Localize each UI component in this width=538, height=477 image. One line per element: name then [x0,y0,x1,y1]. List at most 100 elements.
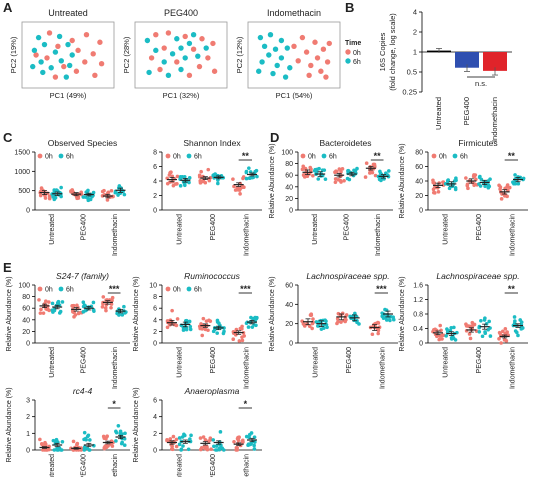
data-point [311,317,315,321]
data-point [499,341,503,345]
y-axis-label: Relative Abundance (%) [399,143,406,218]
y-tick-label: 100 [281,150,293,157]
data-point [41,448,45,452]
pca-x-label: PC1 (32%) [163,91,200,100]
data-point [376,320,380,325]
pca-point [308,62,314,69]
y-tick-label: 3 [26,398,30,405]
y-tick-label: 10 [149,283,157,290]
data-point [222,326,226,330]
data-point [323,177,328,181]
pca-point [312,39,318,45]
pca-point [90,51,96,57]
data-point [58,309,63,314]
data-point [238,192,242,196]
data-point [301,164,306,169]
pca-x-label: PC1 (49%) [50,91,87,100]
pca-frame [134,21,228,89]
y-tick-label: 20 [285,321,293,328]
data-point [443,181,448,186]
x-tick-label: Untreated [443,347,450,378]
data-point [368,171,372,175]
data-point [437,337,441,342]
pca-point [278,37,285,44]
y-tick-label: 0.25 [402,88,417,97]
data-point [483,331,488,336]
pca-point [314,55,321,61]
data-point [311,173,315,178]
data-point [170,308,174,313]
mini-legend-dot-6h [452,153,458,159]
data-point [188,324,193,329]
pca-point [284,45,290,51]
data-point [188,327,193,332]
mini-legend-label-0h: 0h [173,154,181,161]
data-point [103,306,108,310]
data-point [199,446,204,450]
sig-label: ** [508,284,516,294]
data-point [60,300,65,304]
x-tick-label: PEG400 [476,347,483,374]
pca-point [323,74,329,80]
x-tick-label: Indomethacin [112,347,119,389]
data-point [436,190,441,194]
x-tick-label: Indomethacin [243,347,250,389]
data-point [253,315,257,320]
y-tick-label: 100 [18,283,30,290]
data-point [100,189,105,194]
data-point [82,430,87,435]
data-point [46,300,51,304]
data-point [373,173,378,178]
pca-point [287,65,293,71]
y-tick-label: 60 [415,164,423,171]
pca-point [182,55,188,61]
sig-label: *** [109,284,120,294]
plot-title: Lachnospiraceae spp. [306,271,389,281]
pca-y-label: PC2 (28%) [122,36,131,73]
pca-y-label: PC2 (19%) [9,36,18,73]
data-point [88,438,92,442]
data-point [519,327,524,331]
data-point [201,316,206,321]
data-point [53,195,58,200]
pca-point [186,72,193,79]
data-point [105,198,110,202]
x-tick-label: Indomethacin [379,347,386,389]
data-point [504,339,509,343]
data-point [170,446,174,451]
data-point [87,448,92,452]
y-tick-label: 40 [22,317,30,324]
y-tick-label: 4 [413,8,417,17]
data-point [333,177,338,181]
mini-legend-label-6h: 6h [329,154,337,161]
pca-point [165,72,172,79]
pca-point [161,45,167,51]
data-point [336,311,341,316]
data-point [71,439,76,444]
pca-point [211,68,218,74]
data-point [511,180,515,184]
x-tick-label: Indomethacin [243,214,250,256]
data-point [101,434,106,439]
data-point [73,313,78,317]
data-point [307,324,312,329]
dot-plot-5: S24-7 (family) 0 20 40 60 80 100 Relative Abund… [6,271,130,389]
data-point [199,169,203,174]
pca-plot-2: PEG400 PC1 (32%) PC2 (28%) [122,8,228,100]
y-axis-label-sub: (fold change, log scale) [388,13,397,91]
pca-point [199,36,205,42]
data-point [431,178,435,183]
mini-legend-dot-0h [300,153,306,159]
data-point [201,435,206,439]
data-point [222,448,226,452]
data-point [335,170,339,174]
data-point [123,431,127,436]
x-tick-label: Untreated [443,214,450,245]
data-point [247,432,252,437]
data-point [488,334,493,338]
data-point [232,184,236,189]
data-point [316,177,321,181]
data-point [110,295,115,300]
dot-plot-1: Observed Species 0 500 1000 1500 Untreated PEG… [14,138,130,256]
